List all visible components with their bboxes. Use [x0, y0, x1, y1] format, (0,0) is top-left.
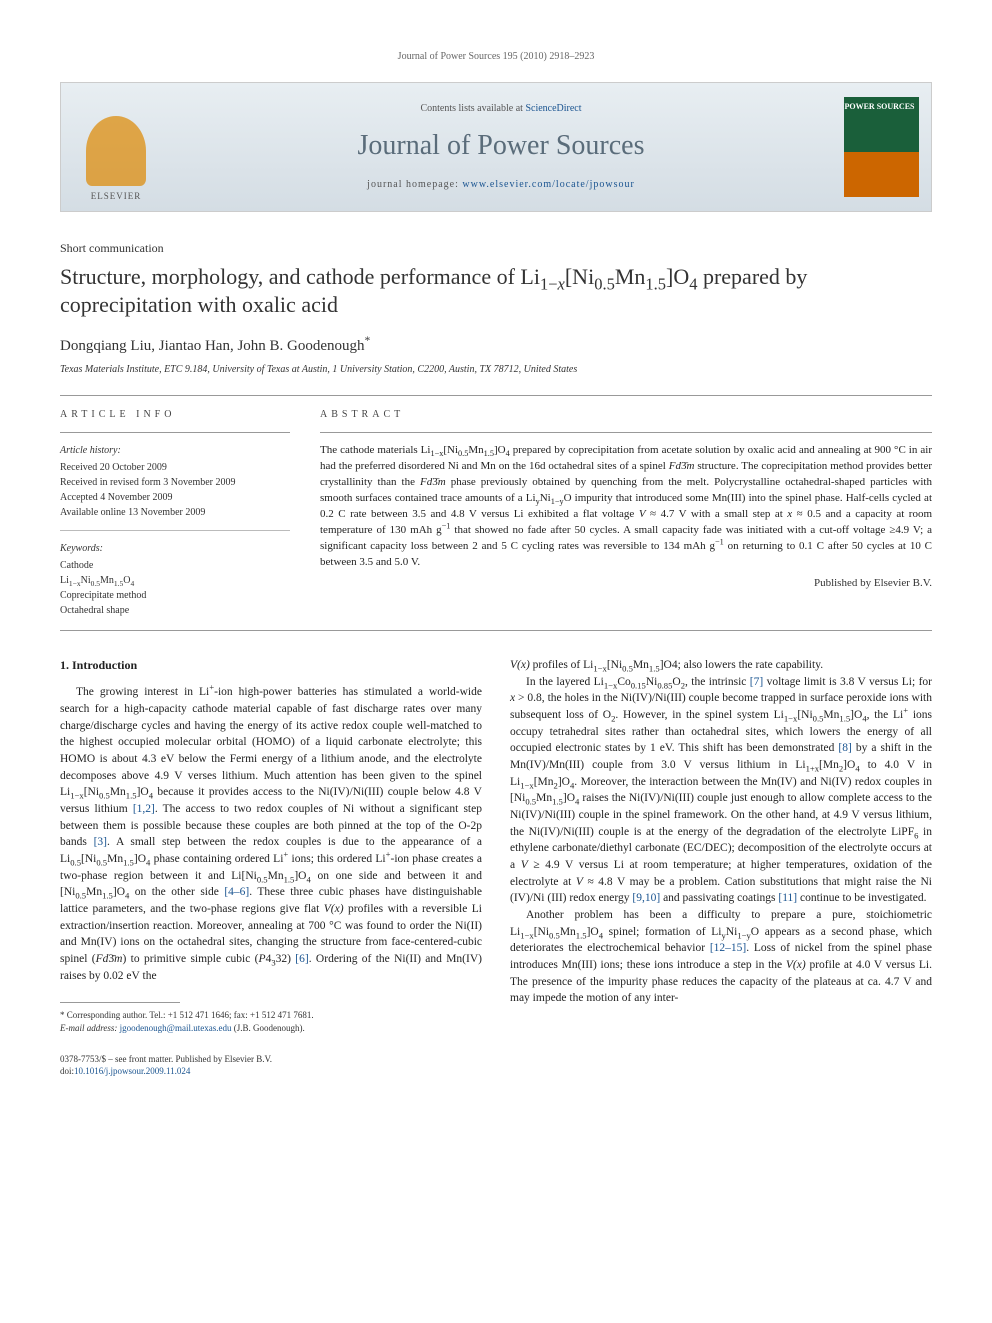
affiliation: Texas Materials Institute, ETC 9.184, Un… [60, 363, 932, 377]
body-paragraph-4: Another problem has been a difficulty to… [510, 907, 932, 1007]
doi-prefix: doi: [60, 1066, 74, 1076]
info-abstract-row: ARTICLE INFO Article history: Received 2… [60, 408, 932, 618]
abstract-column: ABSTRACT The cathode materials Li1−x[Ni0… [320, 408, 932, 618]
keywords-list: Cathode Li1−xNi0.5Mn1.5O4 Coprecipitate … [60, 558, 290, 618]
article-title: Structure, morphology, and cathode perfo… [60, 263, 932, 320]
history-line-1: Received in revised form 3 November 2009 [60, 475, 290, 490]
body-paragraph-2: V(x) profiles of Li1−x[Ni0.5Mn1.5]O4; al… [510, 657, 932, 674]
history-line-3: Available online 13 November 2009 [60, 505, 290, 520]
body-columns: 1. Introduction The growing interest in … [60, 657, 932, 1078]
publisher-line: Published by Elsevier B.V. [320, 576, 932, 591]
corr-email-owner: (J.B. Goodenough). [234, 1023, 305, 1033]
email-label: E-mail address: [60, 1023, 117, 1033]
issn-line: 0378-7753/$ – see front matter. Publishe… [60, 1053, 482, 1066]
info-rule [60, 432, 290, 433]
doi-link[interactable]: 10.1016/j.jpowsour.2009.11.024 [74, 1066, 190, 1076]
journal-banner: ELSEVIER Contents lists available at Sci… [60, 82, 932, 212]
section-heading-introduction: 1. Introduction [60, 657, 482, 674]
authors-names: Dongqiang Liu, Jiantao Han, John B. Good… [60, 338, 365, 354]
article-info-label: ARTICLE INFO [60, 408, 290, 422]
article-history-label: Article history: [60, 443, 290, 458]
journal-cover-thumbnail: POWER SOURCES [844, 97, 919, 197]
history-line-0: Received 20 October 2009 [60, 460, 290, 475]
abstract-text: The cathode materials Li1−x[Ni0.5Mn1.5]O… [320, 443, 932, 571]
article-history-block: Article history: Received 20 October 200… [60, 443, 290, 618]
banner-publisher-logo-area: ELSEVIER [61, 83, 171, 211]
body-paragraph-3: In the layered Li1−xCo0.15Ni0.85O2, the … [510, 674, 932, 907]
footnote-separator [60, 1002, 180, 1003]
corr-author-line: * Corresponding author. Tel.: +1 512 471… [60, 1009, 482, 1022]
contents-available-line: Contents lists available at ScienceDirec… [420, 102, 581, 116]
corr-email-line: E-mail address: jgoodenough@mail.utexas.… [60, 1022, 482, 1035]
abstract-label: ABSTRACT [320, 408, 932, 422]
corresponding-author-footnote: * Corresponding author. Tel.: +1 512 471… [60, 1009, 482, 1034]
rule-bottom [60, 630, 932, 631]
article-info-column: ARTICLE INFO Article history: Received 2… [60, 408, 290, 618]
front-matter-meta: 0378-7753/$ – see front matter. Publishe… [60, 1053, 482, 1078]
keyword-3: Octahedral shape [60, 603, 290, 618]
body-column-right: V(x) profiles of Li1−x[Ni0.5Mn1.5]O4; al… [510, 657, 932, 1078]
abstract-rule [320, 432, 932, 433]
elsevier-tree-icon [86, 116, 146, 186]
elsevier-logo: ELSEVIER [76, 103, 156, 203]
corr-email-link[interactable]: jgoodenough@mail.utexas.edu [120, 1023, 232, 1033]
rule-top [60, 395, 932, 396]
keywords-label: Keywords: [60, 541, 290, 556]
body-paragraph-1: The growing interest in Li+-ion high-pow… [60, 684, 482, 984]
doi-line: doi:10.1016/j.jpowsour.2009.11.024 [60, 1065, 482, 1078]
journal-name: Journal of Power Sources [358, 126, 645, 165]
keyword-1: Li1−xNi0.5Mn1.5O4 [60, 573, 290, 588]
journal-homepage-line: journal homepage: www.elsevier.com/locat… [367, 178, 635, 192]
cover-thumb-title: POWER SOURCES [844, 103, 914, 112]
journal-homepage-link[interactable]: www.elsevier.com/locate/jpowsour [462, 179, 634, 190]
body-column-left: 1. Introduction The growing interest in … [60, 657, 482, 1078]
keyword-0: Cathode [60, 558, 290, 573]
info-divider [60, 530, 290, 531]
homepage-prefix: journal homepage: [367, 179, 462, 190]
page-container: Journal of Power Sources 195 (2010) 2918… [0, 0, 992, 1118]
history-line-2: Accepted 4 November 2009 [60, 490, 290, 505]
corresponding-marker: * [365, 335, 371, 347]
elsevier-label: ELSEVIER [91, 190, 142, 203]
banner-cover-area: POWER SOURCES [831, 83, 931, 211]
contents-prefix: Contents lists available at [420, 103, 525, 114]
keyword-2: Coprecipitate method [60, 588, 290, 603]
banner-center: Contents lists available at ScienceDirec… [171, 83, 831, 211]
article-type: Short communication [60, 240, 932, 257]
running-header: Journal of Power Sources 195 (2010) 2918… [60, 50, 932, 64]
sciencedirect-link[interactable]: ScienceDirect [525, 103, 581, 114]
authors-line: Dongqiang Liu, Jiantao Han, John B. Good… [60, 336, 932, 357]
